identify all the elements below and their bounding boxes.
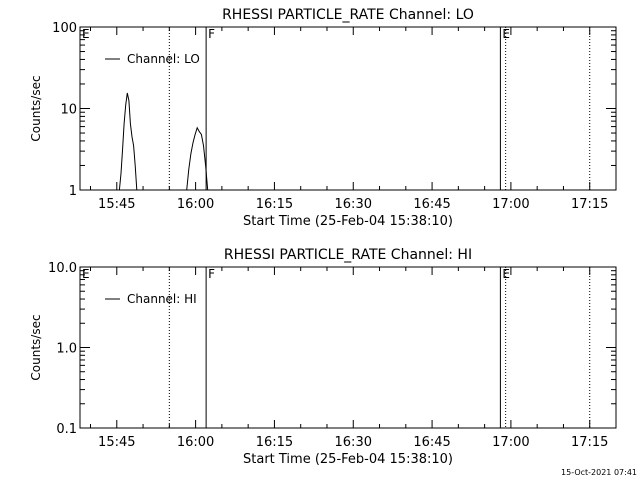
y-tick-label: 0.1: [56, 422, 77, 437]
y-tick-label: 10: [60, 103, 77, 118]
x-tick-label: 16:30: [335, 197, 372, 212]
y-tick-label: 1.0: [56, 342, 77, 357]
chart-title: RHESSI PARTICLE_RATE Channel: HI: [224, 247, 472, 263]
x-axis-label: Start Time (25-Feb-04 15:38:10): [243, 452, 453, 467]
y-axis-label: Counts/sec: [29, 75, 43, 141]
marker-label: E: [82, 27, 90, 41]
x-tick-label: 17:00: [492, 435, 529, 450]
marker-label: E: [82, 267, 90, 281]
legend-label: Channel: HI: [127, 292, 197, 306]
series-line: [118, 92, 138, 191]
footer-timestamp: 15-Oct-2021 07:41: [561, 468, 637, 477]
x-tick-label: 16:45: [413, 197, 450, 212]
marker-label: F: [208, 267, 215, 281]
x-tick-label: 16:30: [335, 435, 372, 450]
chart-title: RHESSI PARTICLE_RATE Channel: LO: [222, 7, 474, 23]
y-axis-label: Counts/sec: [29, 314, 43, 380]
x-tick-label: 16:45: [413, 435, 450, 450]
x-tick-label: 16:15: [256, 197, 293, 212]
x-tick-label: 17:15: [571, 435, 608, 450]
marker-label: E: [502, 27, 510, 41]
x-tick-label: 17:00: [492, 197, 529, 212]
marker-label: F: [208, 27, 215, 41]
x-tick-label: 16:00: [177, 197, 214, 212]
lo-channel-plot: RHESSI PARTICLE_RATE Channel: LO Start Ti…: [29, 7, 617, 229]
y-tick-label: 1: [69, 184, 77, 199]
legend-label: Channel: LO: [127, 52, 200, 66]
marker-label: E: [502, 267, 510, 281]
x-tick-label: 15:45: [98, 197, 135, 212]
x-tick-label: 16:00: [177, 435, 214, 450]
y-tick-label: 100: [52, 21, 77, 36]
hi-channel-plot: RHESSI PARTICLE_RATE Channel: HI Start Ti…: [29, 247, 617, 467]
x-tick-label: 17:15: [571, 197, 608, 212]
x-tick-label: 16:15: [256, 435, 293, 450]
series-line: [186, 126, 209, 191]
y-tick-label: 10.0: [48, 261, 77, 276]
x-tick-label: 15:45: [98, 435, 135, 450]
x-axis-label: Start Time (25-Feb-04 15:38:10): [243, 214, 453, 229]
